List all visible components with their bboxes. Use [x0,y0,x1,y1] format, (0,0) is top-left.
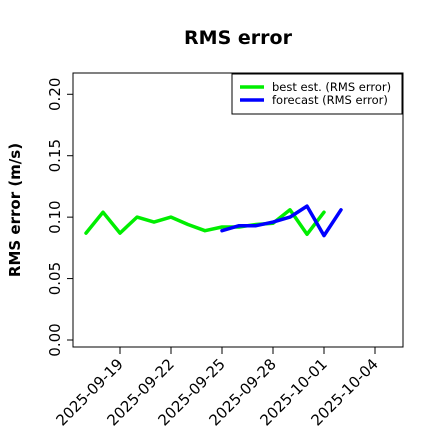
legend-box [231,73,403,115]
y-tick-label: 0.20 [46,78,64,111]
chart-title: RMS error [184,27,293,49]
series-layer [84,204,343,238]
y-tick-label: 0.10 [46,200,64,233]
y-tick-label: 0.15 [46,139,64,172]
legend-entry: best est. (RMS error) [272,80,391,94]
x-axis: 2025-09-192025-09-222025-09-252025-09-28… [52,346,382,429]
legend: best est. (RMS error)forecast (RMS error… [231,73,403,115]
y-tick-label: 0.05 [46,262,64,295]
y-tick-label: 0.00 [46,323,64,356]
legend-entry: forecast (RMS error) [272,93,388,107]
y-axis: 0.00 0.05 0.10 0.15 0.20 [46,78,74,357]
series-line-forecast [220,204,343,238]
series-line-best-estimate [84,208,326,237]
y-axis-label: RMS error (m/s) [6,143,24,277]
